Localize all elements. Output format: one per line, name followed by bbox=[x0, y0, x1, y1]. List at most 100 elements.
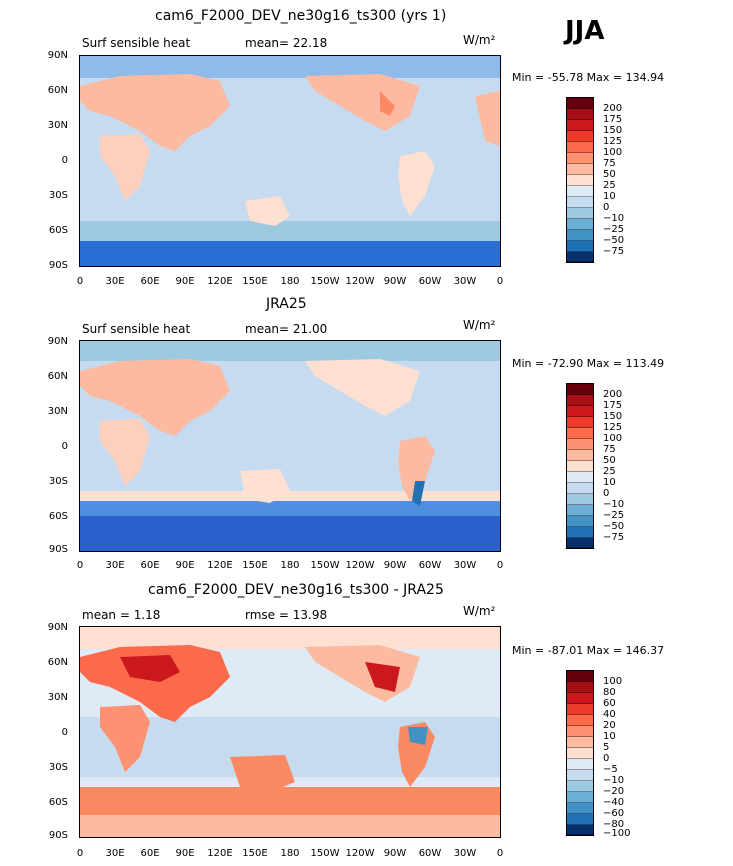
colorbar-swatch bbox=[567, 759, 593, 770]
colorbar-label: −25 bbox=[603, 510, 625, 521]
colorbar-swatch bbox=[567, 737, 593, 748]
colorbar-swatch bbox=[567, 726, 593, 737]
colorbar-label: 100 bbox=[603, 147, 623, 158]
colorbar-label: 75 bbox=[603, 444, 616, 455]
colorbar-swatch bbox=[567, 153, 593, 164]
lon-label: 0 bbox=[496, 276, 504, 287]
panel-3-rmse: rmse = 13.98 bbox=[245, 608, 328, 622]
colorbar-swatch bbox=[567, 428, 593, 439]
colorbar-swatch bbox=[567, 461, 593, 472]
colorbar-swatch bbox=[567, 814, 593, 825]
panel-1-colorbar bbox=[566, 97, 594, 263]
colorbar-swatch bbox=[567, 208, 593, 219]
panel-1-mean: mean= 22.18 bbox=[245, 36, 328, 50]
colorbar-label: −50 bbox=[603, 235, 625, 246]
colorbar-label: −10 bbox=[603, 499, 625, 510]
colorbar-swatch bbox=[567, 230, 593, 241]
lon-label: 90E bbox=[175, 560, 195, 571]
colorbar-label: 25 bbox=[603, 466, 616, 477]
lon-label: 90E bbox=[175, 848, 195, 859]
lat-label: 90S bbox=[48, 544, 68, 555]
colorbar-swatch bbox=[567, 175, 593, 186]
lat-label: 60S bbox=[48, 225, 68, 236]
colorbar-swatch bbox=[567, 825, 593, 835]
colorbar-swatch bbox=[567, 384, 593, 395]
lat-label: 60S bbox=[48, 797, 68, 808]
lon-label: 30W bbox=[453, 276, 477, 287]
colorbar-swatch bbox=[567, 538, 593, 548]
colorbar-swatch bbox=[567, 792, 593, 803]
lon-label: 0 bbox=[76, 276, 84, 287]
colorbar-swatch bbox=[567, 704, 593, 715]
lon-label: 150E bbox=[242, 848, 268, 859]
colorbar-swatch bbox=[567, 748, 593, 759]
colorbar-label: −60 bbox=[603, 808, 625, 819]
lat-label: 90N bbox=[47, 336, 68, 347]
colorbar-label: 10 bbox=[603, 477, 616, 488]
season-label: JJA bbox=[565, 16, 605, 46]
colorbar-label: 0 bbox=[603, 753, 610, 764]
colorbar-label: 175 bbox=[603, 114, 623, 125]
colorbar-label: −20 bbox=[603, 786, 625, 797]
lat-label: 90S bbox=[48, 260, 68, 271]
lon-label: 30E bbox=[105, 848, 125, 859]
colorbar-swatch bbox=[567, 395, 593, 406]
colorbar-label: 150 bbox=[603, 125, 623, 136]
colorbar-label: 10 bbox=[603, 731, 616, 742]
colorbar-label: −50 bbox=[603, 521, 625, 532]
lat-label: 0 bbox=[61, 441, 68, 452]
colorbar-swatch bbox=[567, 109, 593, 120]
colorbar-swatch bbox=[567, 439, 593, 450]
colorbar-label: 200 bbox=[603, 103, 623, 114]
colorbar-label: 5 bbox=[603, 742, 610, 753]
colorbar-label: 125 bbox=[603, 136, 623, 147]
colorbar-label: 200 bbox=[603, 389, 623, 400]
colorbar-label: 0 bbox=[603, 202, 610, 213]
lon-label: 0 bbox=[76, 560, 84, 571]
colorbar-swatch bbox=[567, 406, 593, 417]
colorbar-swatch bbox=[567, 472, 593, 483]
lat-label: 30S bbox=[48, 190, 68, 201]
colorbar-swatch bbox=[567, 131, 593, 142]
colorbar-label: 25 bbox=[603, 180, 616, 191]
colorbar-swatch bbox=[567, 219, 593, 230]
colorbar-swatch bbox=[567, 417, 593, 428]
colorbar-label: 75 bbox=[603, 158, 616, 169]
panel-2-mean: mean= 21.00 bbox=[245, 322, 328, 336]
lon-label: 90E bbox=[175, 276, 195, 287]
colorbar-swatch bbox=[567, 494, 593, 505]
panel-2-minmax: Min = -72.90 Max = 113.49 bbox=[512, 357, 665, 370]
lon-label: 0 bbox=[76, 848, 84, 859]
panel-3-units: W/m² bbox=[463, 604, 496, 618]
colorbar-swatch bbox=[567, 693, 593, 704]
colorbar-swatch bbox=[567, 142, 593, 153]
panel-2-map bbox=[79, 340, 501, 552]
panel-3-minmax: Min = -87.01 Max = 146.37 bbox=[512, 644, 665, 657]
panel-3-title: cam6_F2000_DEV_ne30g16_ts300 - JRA25 bbox=[148, 582, 444, 598]
lon-label: 60E bbox=[140, 276, 160, 287]
panel-1-field bbox=[80, 56, 500, 266]
lon-label: 120W bbox=[345, 848, 375, 859]
lon-label: 180 bbox=[280, 848, 300, 859]
lat-label: 60N bbox=[47, 371, 68, 382]
colorbar-swatch bbox=[567, 241, 593, 252]
colorbar-swatch bbox=[567, 98, 593, 109]
lon-label: 120E bbox=[207, 848, 233, 859]
lon-label: 60W bbox=[418, 560, 442, 571]
colorbar-label: −75 bbox=[603, 532, 625, 543]
lon-label: 60E bbox=[140, 848, 160, 859]
colorbar-label: 125 bbox=[603, 422, 623, 433]
lat-label: 60N bbox=[47, 85, 68, 96]
lon-label: 30E bbox=[105, 560, 125, 571]
colorbar-swatch bbox=[567, 252, 593, 262]
lon-label: 120E bbox=[207, 276, 233, 287]
lon-label: 30W bbox=[453, 560, 477, 571]
colorbar-swatch bbox=[567, 671, 593, 682]
colorbar-label: 40 bbox=[603, 709, 616, 720]
colorbar-label: 50 bbox=[603, 169, 616, 180]
lat-label: 30N bbox=[47, 692, 68, 703]
lat-label: 30N bbox=[47, 120, 68, 131]
lon-label: 60E bbox=[140, 560, 160, 571]
lon-label: 90W bbox=[383, 276, 407, 287]
panel-3-map bbox=[79, 626, 501, 838]
